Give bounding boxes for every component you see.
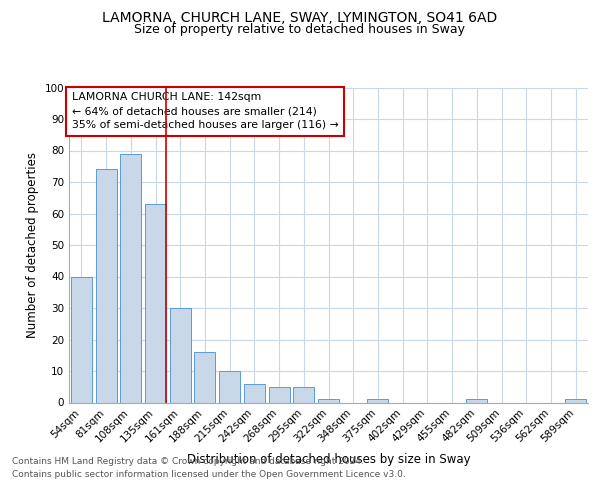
Y-axis label: Number of detached properties: Number of detached properties [26,152,39,338]
Bar [318,400,339,402]
Bar [145,204,166,402]
X-axis label: Distribution of detached houses by size in Sway: Distribution of detached houses by size … [187,452,470,466]
Bar [194,352,215,403]
Bar [293,387,314,402]
Bar [565,400,586,402]
Bar [269,387,290,402]
Bar [71,276,92,402]
Bar [367,400,388,402]
Bar [120,154,141,402]
Bar [466,400,487,402]
Bar [95,170,116,402]
Text: Contains HM Land Registry data © Crown copyright and database right 2024.: Contains HM Land Registry data © Crown c… [12,458,364,466]
Text: Size of property relative to detached houses in Sway: Size of property relative to detached ho… [134,22,466,36]
Bar [170,308,191,402]
Bar [219,371,240,402]
Text: Contains public sector information licensed under the Open Government Licence v3: Contains public sector information licen… [12,470,406,479]
Text: LAMORNA CHURCH LANE: 142sqm
← 64% of detached houses are smaller (214)
35% of se: LAMORNA CHURCH LANE: 142sqm ← 64% of det… [71,92,338,130]
Text: LAMORNA, CHURCH LANE, SWAY, LYMINGTON, SO41 6AD: LAMORNA, CHURCH LANE, SWAY, LYMINGTON, S… [103,11,497,25]
Bar [244,384,265,402]
